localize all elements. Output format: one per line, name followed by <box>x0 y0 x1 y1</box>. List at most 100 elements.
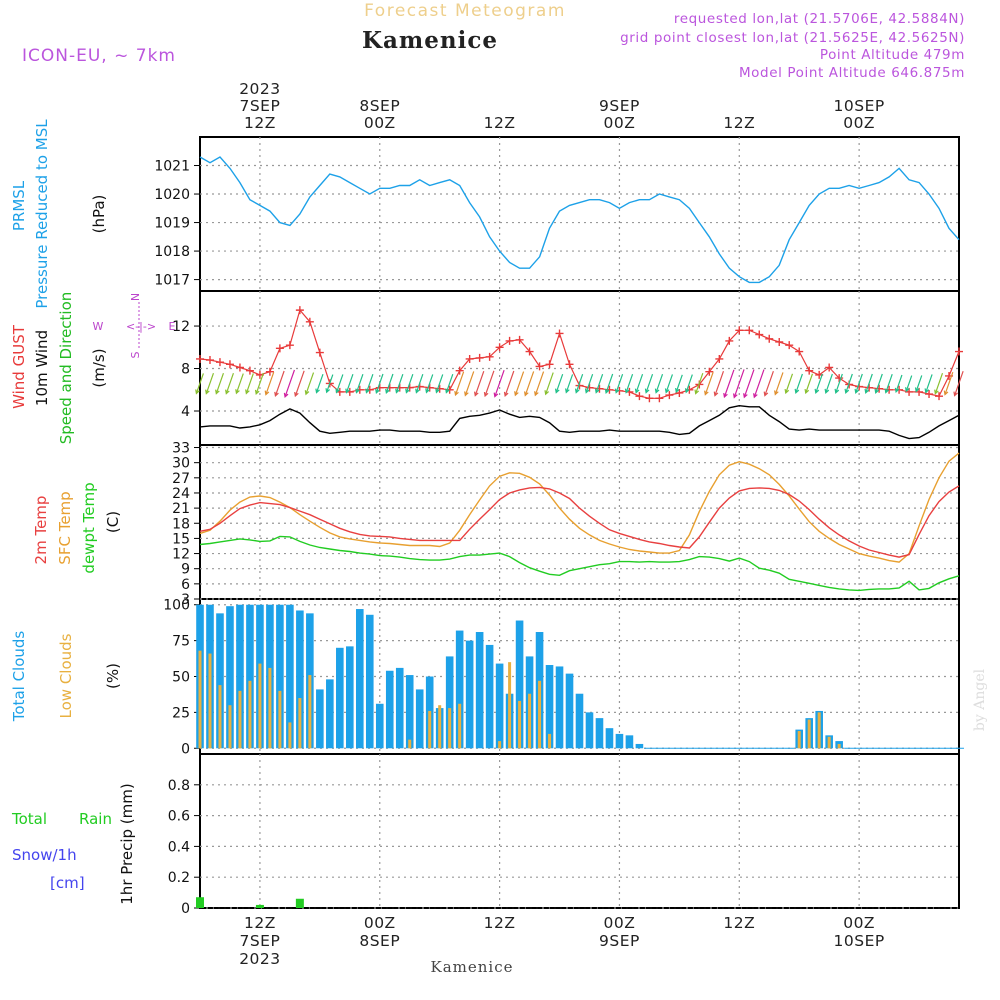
low-cloud-bar <box>538 680 542 749</box>
pressure-frame <box>199 136 960 292</box>
temp2m-line <box>199 485 960 558</box>
wind-direction-arrow <box>294 370 305 398</box>
precip-frame <box>199 753 960 909</box>
total-cloud-bar <box>375 703 384 749</box>
gust-point <box>805 366 814 375</box>
low-cloud-bar <box>308 675 312 749</box>
wind-direction-arrow <box>254 372 265 395</box>
total-cloud-bar <box>415 689 424 749</box>
wind-direction-arrow <box>534 371 545 397</box>
total-cloud-bar <box>385 670 394 749</box>
y-tick-label: 0.4 <box>168 839 190 855</box>
low-cloud-bar <box>837 743 841 749</box>
y-tick-label: 24 <box>172 486 190 502</box>
total-cloud-bar <box>635 743 644 749</box>
gust-point <box>655 394 664 403</box>
pressure-label-unit: (hPa) <box>90 195 108 234</box>
top-time-label: 2023 <box>239 80 280 98</box>
wind-direction-arrow <box>763 371 774 397</box>
total-cloud-bar <box>625 735 634 749</box>
bottom-time-label: 00Z <box>604 914 636 932</box>
y-tick-label: 25 <box>172 705 190 721</box>
total-cloud-bar <box>565 673 574 749</box>
wind-direction-arrow <box>624 374 634 394</box>
wind-direction-arrow <box>503 370 515 397</box>
gust-point <box>835 374 844 383</box>
wind-direction-arrow <box>514 371 525 397</box>
wind-direction-arrow <box>864 373 873 394</box>
wind-direction-arrow <box>824 373 833 394</box>
wind-direction-arrow <box>814 373 823 394</box>
gust-point <box>645 394 654 403</box>
dewpoint-line <box>199 535 960 592</box>
y-tick-label: 0.8 <box>168 778 190 794</box>
wind-direction-arrow <box>493 370 505 398</box>
wind-direction-arrow <box>614 374 624 394</box>
wind-direction-arrow <box>894 374 903 393</box>
low-cloud-bar <box>298 698 302 749</box>
y-tick-label: 0.6 <box>168 809 190 825</box>
wind-direction-arrow <box>784 373 794 395</box>
precip-label-total: Total <box>11 810 47 828</box>
precip-panel <box>196 897 959 909</box>
wind-direction-arrow <box>215 373 225 395</box>
footer-location: Kamenice <box>431 958 514 976</box>
wind-direction-arrow <box>544 372 554 396</box>
gust-point <box>665 391 674 400</box>
wind-direction-arrow <box>385 373 394 394</box>
total-cloud-bar <box>465 640 474 749</box>
wind-direction-arrow <box>594 374 604 394</box>
bottom-time-label: 10SEP <box>834 932 885 950</box>
panel-grids <box>200 137 959 909</box>
bottom-time-label: 00Z <box>843 914 875 932</box>
gust-point <box>475 353 484 362</box>
low-cloud-bar <box>278 690 282 749</box>
gust-point <box>955 347 963 356</box>
wind-direction-arrow <box>415 374 424 394</box>
low-cloud-bar <box>428 710 432 749</box>
wind-direction-arrow <box>854 373 863 394</box>
pressure-label-msl: Pressure Reduced to MSL <box>33 119 51 309</box>
gust-point <box>205 356 214 365</box>
wind-direction-arrow <box>473 371 485 397</box>
precip-label-unit: 1hr Precip (mm) <box>118 783 136 904</box>
low-cloud-bar <box>208 653 212 749</box>
total-cloud-bar <box>405 675 414 749</box>
subtitle: Forecast Meteogram <box>364 1 566 21</box>
gust-point <box>275 344 284 353</box>
low-cloud-bar <box>518 700 522 749</box>
wind-direction-arrow <box>554 374 564 394</box>
y-tick-label: 1018 <box>154 244 190 260</box>
top-time-label: 8SEP <box>359 97 400 115</box>
bottom-time-label: 2023 <box>239 950 280 968</box>
gust-point <box>435 384 444 393</box>
wind-direction-arrow <box>565 374 574 394</box>
low-cloud-bar <box>827 736 831 749</box>
y-tick-label: 0 <box>181 741 190 757</box>
total-cloud-bar <box>515 620 524 749</box>
y-tick-label: 1021 <box>154 159 190 175</box>
wind-direction-arrow <box>335 374 344 394</box>
compass-west: W <box>93 320 104 333</box>
y-tick-label: 100 <box>163 598 190 614</box>
gust-point <box>875 384 884 393</box>
prmsl-line <box>199 156 960 284</box>
cloud-label-total: Total Clouds <box>10 631 28 723</box>
total-cloud-bar <box>445 656 454 749</box>
wind-direction-arrow <box>435 374 444 394</box>
bottom-time-label: 12Z <box>484 914 516 932</box>
wind-direction-arrow <box>874 373 883 394</box>
wind-direction-arrow <box>315 374 324 394</box>
gust-point <box>775 337 784 346</box>
wind-direction-arrow <box>743 369 755 399</box>
wind-direction-arrow <box>574 374 584 394</box>
y-tick-label: 3 <box>181 592 190 608</box>
wind-direction-arrow <box>684 374 693 394</box>
y-tick-label: 1020 <box>154 187 190 203</box>
wind-direction-arrow <box>713 371 725 397</box>
wind-direction-arrow <box>794 373 803 394</box>
total-cloud-bar <box>545 665 554 749</box>
low-cloud-bar <box>807 719 811 749</box>
wind-direction-arrow <box>283 369 296 398</box>
